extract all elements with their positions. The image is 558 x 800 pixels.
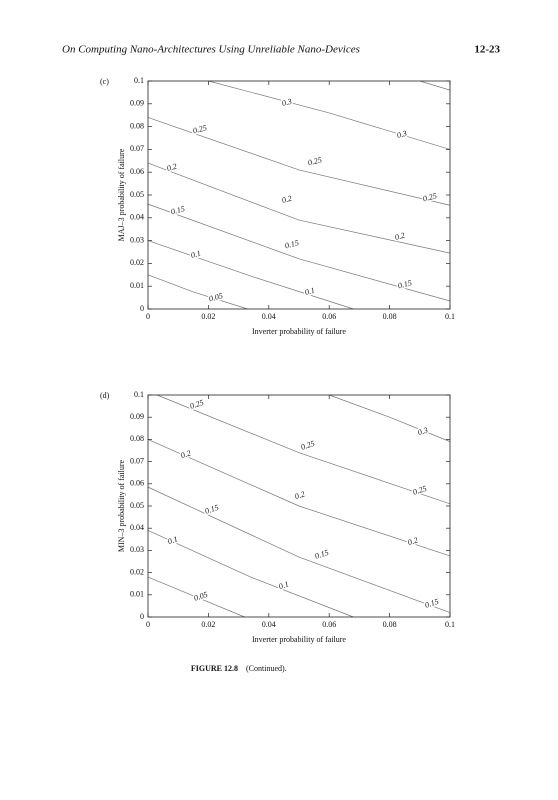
y-tick-label: 0.03	[130, 545, 144, 554]
contour-label: 0.1	[304, 286, 316, 297]
contour-line	[147, 439, 451, 557]
y-axis-label: MAJ–3 probability of failure	[117, 148, 126, 241]
y-tick-label: 0.07	[130, 456, 144, 465]
x-tick-label: 0.02	[201, 620, 215, 629]
contour-label: 0.1	[167, 535, 179, 547]
contour-label: 0.15	[204, 503, 220, 516]
y-tick-label: 0.05	[130, 190, 144, 199]
x-tick-label: 0.04	[262, 620, 276, 629]
x-tick-label: 0	[146, 312, 150, 321]
contour-label: 0.15	[314, 548, 330, 561]
y-tick-label: 0.03	[130, 235, 144, 244]
y-tick-label: 0.01	[130, 281, 144, 290]
contour-line	[147, 203, 451, 302]
contour-line	[147, 576, 245, 618]
contour-line	[329, 394, 451, 442]
y-tick-label: 0.09	[130, 412, 144, 421]
contour-label: 0.25	[300, 439, 316, 452]
running-header: On Computing Nano-Architectures Using Un…	[62, 44, 360, 56]
contour-line	[147, 162, 451, 254]
contour-label: 0.2	[166, 162, 178, 173]
x-tick-label: 0.06	[322, 312, 336, 321]
x-tick-label: 0.02	[201, 312, 215, 321]
contour-label: 0.25	[189, 398, 205, 411]
y-tick-label: 0.1	[134, 390, 144, 399]
y-tick-label: 0.01	[130, 590, 144, 599]
y-tick-label: 0.1	[134, 76, 144, 85]
contour-label: 0.3	[281, 97, 293, 108]
x-tick-label: 0.04	[262, 312, 276, 321]
contour-label: 0.15	[170, 204, 186, 216]
y-tick-label: 0.04	[130, 213, 144, 222]
y-tick-label: 0.04	[130, 523, 144, 532]
y-tick-label: 0.05	[130, 501, 144, 510]
contour-label: 0.2	[394, 231, 406, 242]
contour-label: 0.2	[294, 490, 306, 502]
contour-line	[156, 394, 451, 505]
contour-label: 0.3	[396, 129, 408, 140]
contour-label: 0.15	[284, 238, 300, 250]
contour-line	[147, 240, 354, 310]
x-tick-label: 0.08	[383, 312, 397, 321]
panel-label: (c)	[100, 77, 109, 86]
contour-label: 0.1	[278, 580, 290, 592]
y-tick-label: 0.06	[130, 167, 144, 176]
contour-line	[147, 117, 451, 206]
y-axis-label: MIN–3 probability of failure	[117, 459, 126, 552]
y-tick-label: 0	[140, 612, 144, 621]
x-tick-label: 0.1	[445, 312, 455, 321]
contour-label: 0.25	[192, 123, 208, 135]
x-tick-label: 0.1	[445, 620, 455, 629]
figure-label: FIGURE 12.8	[191, 664, 238, 673]
x-tick-label: 0.08	[383, 620, 397, 629]
y-tick-label: 0.09	[130, 99, 144, 108]
y-tick-label: 0.06	[130, 479, 144, 488]
contour-label: 0.3	[417, 426, 429, 438]
contour-label: 0.05	[208, 291, 224, 303]
page-number: 12-23	[474, 44, 500, 56]
contour-line	[147, 274, 248, 310]
contour-label: 0.2	[180, 449, 192, 461]
x-axis-label: Inverter probability of failure	[252, 327, 346, 336]
contour-label: 0.2	[407, 536, 419, 548]
y-tick-label: 0.02	[130, 567, 144, 576]
contour-line	[147, 486, 451, 613]
contour-label: 0.15	[397, 278, 413, 290]
contour-line	[147, 530, 354, 618]
contour-label: 0.25	[412, 484, 428, 497]
x-tick-label: 0	[146, 620, 150, 629]
contour-label: 0.25	[307, 155, 323, 167]
x-axis-label: Inverter probability of failure	[252, 635, 346, 644]
y-tick-label: 0	[140, 304, 144, 313]
contour-line	[419, 80, 451, 91]
panel-label: (d)	[100, 391, 110, 400]
y-tick-label: 0.08	[130, 121, 144, 130]
contour-line	[208, 80, 451, 150]
y-tick-label: 0.02	[130, 258, 144, 267]
contour-label: 0.1	[190, 249, 202, 260]
x-tick-label: 0.06	[322, 620, 336, 629]
y-tick-label: 0.07	[130, 144, 144, 153]
contour-label: 0.2	[281, 194, 293, 205]
figure-caption: (Continued).	[246, 664, 287, 673]
y-tick-label: 0.08	[130, 434, 144, 443]
